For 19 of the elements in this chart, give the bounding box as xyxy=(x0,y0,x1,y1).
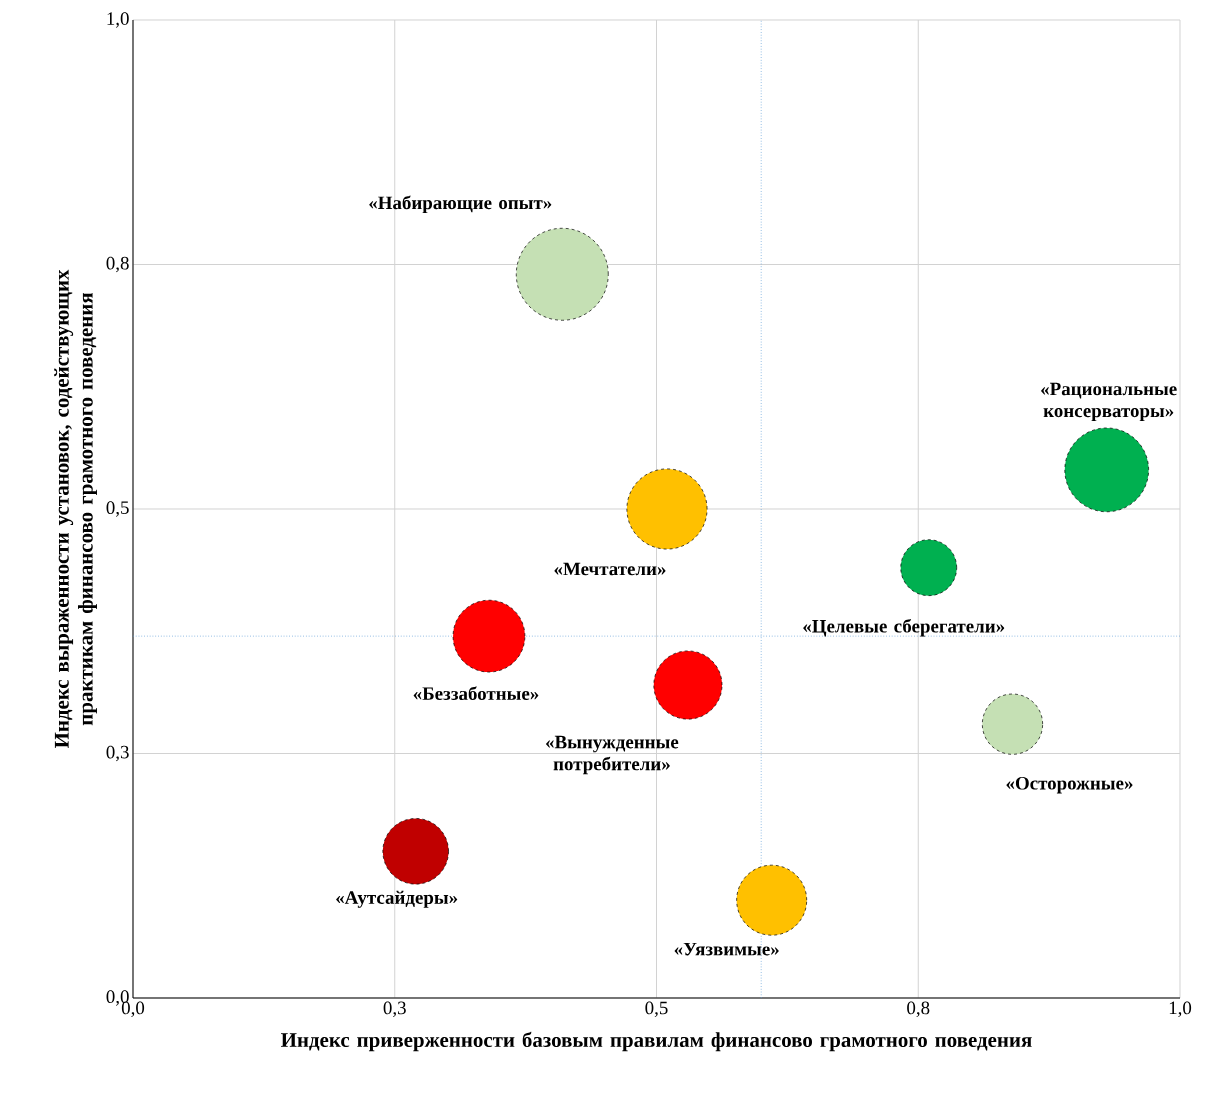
y-tick-label: 1,0 xyxy=(107,12,129,28)
series-label: «Вынужденные потребители» xyxy=(546,735,679,775)
series-label: «Мечтатели» xyxy=(554,562,666,576)
y-tick-label: 0,8 xyxy=(106,256,129,273)
series-label: «Осторожные» xyxy=(1006,776,1133,794)
series-label: «Аутсайдеры» xyxy=(336,890,458,908)
series-label: «Набирающие опыт» xyxy=(369,195,552,214)
x-axis-title: Индекс приверженности базовым правилам финансово грамотного поведения xyxy=(281,1031,1032,1052)
y-tick-label: 0,3 xyxy=(106,745,129,762)
x-tick-label: 0,3 xyxy=(383,1001,406,1018)
series-label: «Рациональные консерваторы» xyxy=(1041,382,1177,422)
series-label: «Беззаботные» xyxy=(413,686,539,701)
x-tick-label: 0,8 xyxy=(907,1001,930,1018)
x-tick-label: 1,0 xyxy=(1169,1001,1192,1018)
x-tick-label: 0,5 xyxy=(645,1001,668,1018)
series-label: «Уязвимые» xyxy=(674,942,779,956)
y-tick-label: 0,5 xyxy=(106,501,129,517)
text: «Целевые сберегатели» xyxy=(803,618,1005,637)
y-axis-title: Индекс выраженности установок, содействующих практикам финансово грамотного поведения xyxy=(54,269,97,749)
